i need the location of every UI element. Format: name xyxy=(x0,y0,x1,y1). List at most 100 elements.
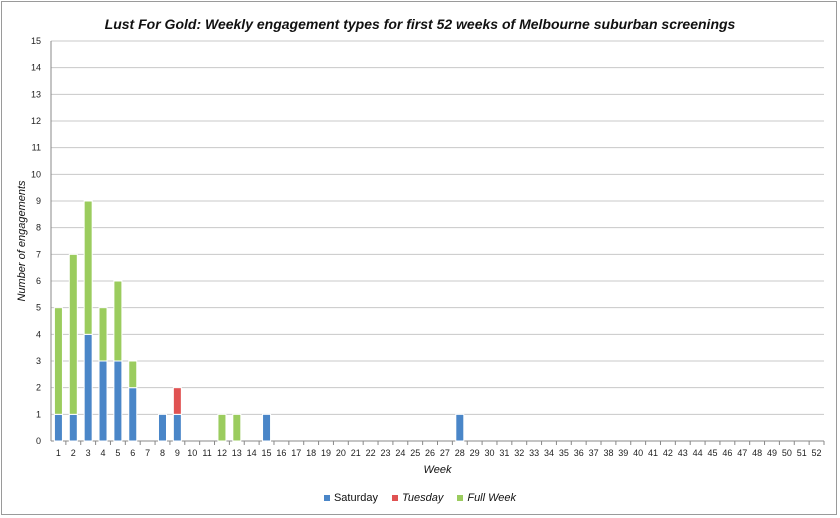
x-tick-label: 27 xyxy=(440,448,450,458)
x-axis-label: Week xyxy=(424,464,452,476)
y-tick-label: 7 xyxy=(36,249,41,259)
bars xyxy=(53,200,465,442)
x-tick-label: 41 xyxy=(648,448,658,458)
x-tick-label: 18 xyxy=(306,448,316,458)
y-tick-label: 4 xyxy=(36,329,41,339)
x-tick-label: 28 xyxy=(455,448,465,458)
legend-item: Full Week xyxy=(457,492,516,504)
x-tick-label: 6 xyxy=(130,448,135,458)
x-tick-label: 22 xyxy=(366,448,376,458)
x-tick-label: 38 xyxy=(603,448,613,458)
x-tick-label: 19 xyxy=(321,448,331,458)
x-tick-label: 25 xyxy=(410,448,420,458)
x-tick-label: 5 xyxy=(115,448,120,458)
x-tick-label: 26 xyxy=(425,448,435,458)
x-tick-label: 39 xyxy=(618,448,628,458)
bar-segment xyxy=(113,280,123,362)
bar-segment xyxy=(232,413,242,442)
x-tick-label: 43 xyxy=(678,448,688,458)
legend-item: Saturday xyxy=(323,492,378,504)
bar-segment xyxy=(172,413,182,442)
bar-segment xyxy=(68,413,78,442)
y-tick-label: 14 xyxy=(31,63,41,73)
x-tick-labels: 1 2 3 4 5 6 7 8 9 10 11 12 13 14 15 16 17 18 19 20 21 22 23 24 2… xyxy=(56,448,822,458)
bar-segment xyxy=(98,307,108,362)
y-tick-label: 11 xyxy=(32,143,41,153)
y-tick-label: 13 xyxy=(31,89,41,99)
x-tick-label: 8 xyxy=(160,448,165,458)
x-tick-label: 16 xyxy=(276,448,286,458)
x-tick-label: 20 xyxy=(336,448,346,458)
x-tick-label: 3 xyxy=(86,448,91,458)
chart-title: Lust For Gold: Weekly engagement types f… xyxy=(104,16,736,32)
gridlines xyxy=(50,40,825,445)
bar-segment xyxy=(53,413,63,442)
bar-segment xyxy=(53,307,63,415)
x-tick-label: 11 xyxy=(202,448,211,458)
bar-segment xyxy=(217,413,227,442)
bar-segment xyxy=(83,333,93,442)
x-tick-label: 34 xyxy=(544,448,554,458)
legend-swatch xyxy=(457,495,464,501)
x-tick-label: 46 xyxy=(722,448,732,458)
legend-label: Saturday xyxy=(333,492,378,504)
bar-segment xyxy=(157,413,167,442)
x-tick-label: 9 xyxy=(175,448,180,458)
x-tick-label: 2 xyxy=(71,448,76,458)
x-tick-label: 12 xyxy=(217,448,227,458)
y-tick-label: 5 xyxy=(36,303,41,313)
x-tick-label: 33 xyxy=(529,448,539,458)
x-tick-label: 44 xyxy=(693,448,703,458)
x-tick-label: 14 xyxy=(247,448,257,458)
legend-swatch xyxy=(323,495,330,501)
legend-label: Full Week xyxy=(467,492,517,504)
y-tick-label: 9 xyxy=(36,196,41,206)
y-tick-label: 0 xyxy=(36,436,41,446)
legend: Saturday Tuesday Full Week xyxy=(0,492,840,504)
x-tick-label: 47 xyxy=(737,448,747,458)
x-tick-label: 42 xyxy=(663,448,673,458)
x-tick-label: 24 xyxy=(395,448,405,458)
legend-item: Tuesday xyxy=(391,492,444,504)
legend-label: Tuesday xyxy=(401,492,444,504)
x-tick-label: 4 xyxy=(101,448,106,458)
x-tick-label: 15 xyxy=(262,448,272,458)
bar-segment xyxy=(455,413,465,442)
bar-segment xyxy=(113,360,123,442)
x-tick-label: 49 xyxy=(767,448,777,458)
bar-segment xyxy=(83,200,93,335)
y-tick-label: 1 xyxy=(36,409,41,419)
y-tick-label: 2 xyxy=(36,383,41,393)
y-tick-label: 3 xyxy=(36,356,41,366)
x-tick-label: 40 xyxy=(633,448,643,458)
x-tick-label: 10 xyxy=(187,448,197,458)
x-tick-label: 30 xyxy=(485,448,495,458)
x-tick-label: 17 xyxy=(291,448,301,458)
x-tick-label: 51 xyxy=(797,448,807,458)
x-tick-label: 45 xyxy=(708,448,718,458)
x-tick-label: 48 xyxy=(752,448,762,458)
x-tick-label: 23 xyxy=(380,448,390,458)
x-tick-label: 50 xyxy=(782,448,792,458)
x-tick-label: 1 xyxy=(56,448,61,458)
x-tick-label: 35 xyxy=(559,448,569,458)
y-tick-label: 6 xyxy=(36,276,41,286)
x-tick-label: 31 xyxy=(499,448,509,458)
x-tick-label: 32 xyxy=(514,448,524,458)
x-tick-label: 7 xyxy=(145,448,150,458)
bar-segment xyxy=(128,360,138,389)
bar-segment xyxy=(68,253,78,415)
x-tick-label: 29 xyxy=(470,448,480,458)
y-tick-label: 8 xyxy=(36,223,41,233)
x-tick-label: 37 xyxy=(589,448,599,458)
y-tick-label: 12 xyxy=(31,116,41,126)
bar-segment xyxy=(98,360,108,442)
x-tick-label: 13 xyxy=(232,448,242,458)
bar-segment xyxy=(262,413,272,442)
legend-swatch xyxy=(391,495,398,501)
bar-segment xyxy=(128,387,138,442)
y-tick-label: 15 xyxy=(31,36,41,46)
